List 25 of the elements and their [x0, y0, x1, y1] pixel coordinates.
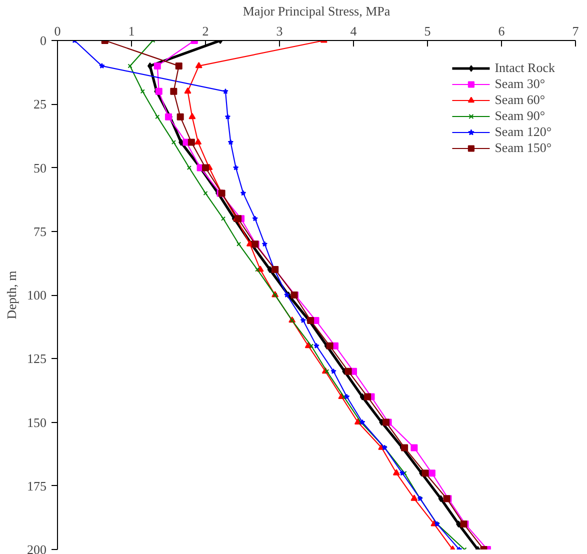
x-axis-title: Major Principal Stress, MPa — [242, 4, 390, 18]
x-tick-label: 7 — [572, 24, 580, 38]
y-tick-label: 50 — [34, 160, 46, 176]
legend-label: Intact Rock — [494, 60, 555, 76]
x-tick-label: 2 — [202, 24, 209, 38]
x-tick-label: 3 — [276, 24, 283, 38]
x-tick-label: 4 — [350, 24, 358, 38]
legend-label: Seam 120° — [494, 124, 552, 140]
y-tick-label: 200 — [27, 542, 46, 554]
legend-label: Seam 90° — [494, 108, 546, 124]
x-tick-label: 0 — [54, 24, 61, 38]
y-tick-label: 75 — [34, 224, 46, 239]
y-tick-label: 0 — [40, 33, 46, 48]
y-tick-label: 100 — [27, 288, 46, 302]
y-tick-label: 150 — [27, 414, 46, 430]
legend-label: Seam 60° — [494, 92, 546, 108]
y-tick-label: 125 — [27, 351, 46, 366]
y-tick-label: 175 — [27, 478, 46, 494]
legend-label: Seam 150° — [494, 140, 552, 156]
x-tick-label: 5 — [424, 24, 431, 38]
x-tick-label: 6 — [498, 24, 506, 38]
y-tick-label: 25 — [34, 96, 46, 112]
x-tick-label: 1 — [128, 24, 135, 38]
legend-label: Seam 30° — [494, 76, 546, 92]
y-axis-title: Depth, m — [4, 270, 19, 320]
